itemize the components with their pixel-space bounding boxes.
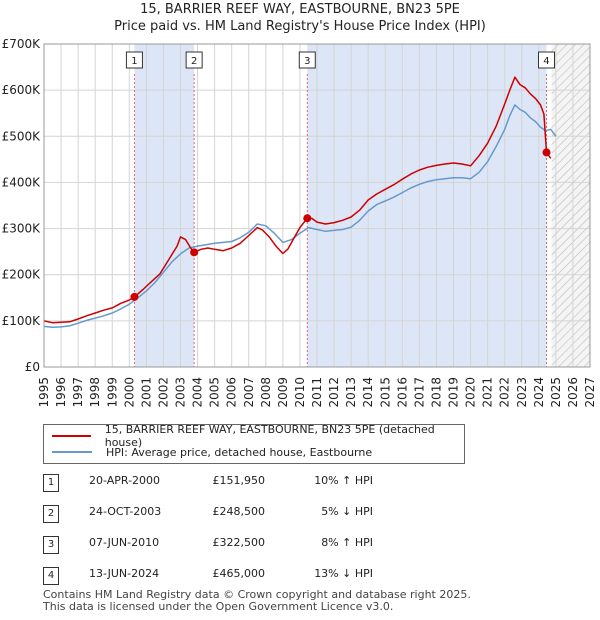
transaction-number: 2 <box>43 505 59 523</box>
x-tick-label: 2007 <box>242 377 256 408</box>
legend: 15, BARRIER REEF WAY, EASTBOURNE, BN23 5… <box>43 423 465 464</box>
x-tick-label: 1996 <box>54 377 68 408</box>
x-tick-label: 2017 <box>412 377 426 408</box>
x-tick-label: 2006 <box>225 377 239 408</box>
x-tick-label: 2013 <box>344 377 358 408</box>
transaction-number: 3 <box>43 536 59 554</box>
legend-label-property: 15, BARRIER REEF WAY, EASTBOURNE, BN23 5… <box>104 423 435 449</box>
footer-copyright: Contains HM Land Registry data © Crown c… <box>43 588 471 601</box>
transaction-number: 4 <box>43 567 59 585</box>
y-tick-label: £0 <box>25 360 40 374</box>
legend-label-hpi: HPI: Average price, detached house, East… <box>106 445 373 459</box>
x-tick-label: 2015 <box>378 377 392 408</box>
legend-swatch-hpi <box>52 451 92 453</box>
transaction-hpi: 8% ↑ HPI <box>321 536 373 549</box>
ownership-shade <box>307 44 547 367</box>
y-tick-label: £500K <box>2 129 42 143</box>
marker-label-box <box>298 51 316 69</box>
x-tick-label: 2000 <box>122 377 136 408</box>
sale-point <box>303 214 312 223</box>
price-chart: 1 2 3 4 £0 £100K £200K £300K £400K £500K £600K £700… <box>2 37 597 408</box>
y-tick-label: £300K <box>2 222 42 236</box>
x-tick-label: 1997 <box>71 377 85 408</box>
y-tick-label: £600K <box>2 83 42 97</box>
legend-item-property: 15, BARRIER REEF WAY, EASTBOURNE, BN23 5… <box>52 423 464 449</box>
x-tick-label: 2008 <box>259 377 273 408</box>
marker-label: 1 <box>131 56 137 67</box>
transaction-date: 07-JUN-2010 <box>89 536 160 549</box>
x-tick-label: 2012 <box>327 377 341 408</box>
x-tick-label: 2022 <box>498 377 512 408</box>
transaction-date: 24-OCT-2003 <box>89 505 162 518</box>
marker-label: 2 <box>191 56 197 67</box>
x-tick-label: 2011 <box>310 377 324 408</box>
transaction-date: 20-APR-2000 <box>89 474 161 487</box>
x-tick-label: 2003 <box>174 377 188 408</box>
marker-label-box <box>537 51 555 69</box>
chart-title: 15, BARRIER REEF WAY, EASTBOURNE, BN23 5… <box>140 2 460 17</box>
x-tick-label: 1995 <box>37 377 51 408</box>
transaction-price: £248,500 <box>212 505 266 518</box>
sale-point <box>190 248 199 257</box>
transaction-price: £465,000 <box>212 567 266 580</box>
transaction-date: 13-JUN-2024 <box>89 567 160 580</box>
transaction-price: £322,500 <box>212 536 266 549</box>
transaction-hpi: 13% ↓ HPI <box>314 567 373 580</box>
footer-license: This data is licensed under the Open Gov… <box>43 600 394 613</box>
x-tick-label: 1999 <box>105 377 119 408</box>
marker-label: 4 <box>543 56 549 67</box>
x-tick-label: 2021 <box>481 377 495 408</box>
marker-label-box <box>185 51 203 69</box>
x-tick-label: 2023 <box>515 377 529 408</box>
marker-label: 3 <box>304 56 310 67</box>
chart-subtitle: Price paid vs. HM Land Registry's House … <box>114 19 486 34</box>
x-tick-label: 2001 <box>139 377 153 408</box>
property-series-line <box>43 76 552 324</box>
ownership-shade <box>134 44 195 367</box>
x-tick-label: 2004 <box>191 377 205 408</box>
sale-point <box>542 148 551 157</box>
x-tick-label: 1998 <box>88 377 102 408</box>
footer: Contains HM Land Registry data © Crown c… <box>43 589 471 613</box>
x-tick-label: 2019 <box>447 377 461 408</box>
x-tick-label: 2025 <box>549 377 563 408</box>
y-tick-label: £400K <box>2 175 42 189</box>
plot-border <box>43 43 591 368</box>
forecast-hatch <box>551 44 590 367</box>
legend-swatch-property <box>52 435 91 437</box>
x-tick-label: 2002 <box>156 377 170 408</box>
y-tick-label: £700K <box>2 37 42 51</box>
y-tick-label: £200K <box>2 268 42 282</box>
x-tick-label: 2020 <box>464 377 478 408</box>
x-tick-label: 2018 <box>429 377 443 408</box>
x-tick-label: 2026 <box>566 377 580 408</box>
legend-item-hpi: HPI: Average price, detached house, East… <box>52 444 372 460</box>
transaction-hpi: 10% ↑ HPI <box>314 474 373 487</box>
x-tick-label: 2010 <box>293 377 307 408</box>
transaction-price: £151,950 <box>212 474 266 487</box>
marker-label-box <box>125 51 143 69</box>
y-tick-label: £100K <box>2 314 42 328</box>
x-tick-label: 2024 <box>532 377 546 408</box>
x-tick-label: 2027 <box>583 377 597 408</box>
x-tick-label: 2005 <box>208 377 222 408</box>
x-tick-label: 2014 <box>361 377 375 408</box>
sale-point <box>130 292 139 301</box>
x-tick-label: 2016 <box>395 377 409 408</box>
transaction-number: 1 <box>43 474 59 492</box>
x-tick-label: 2009 <box>276 377 290 408</box>
transaction-hpi: 5% ↓ HPI <box>321 505 373 518</box>
